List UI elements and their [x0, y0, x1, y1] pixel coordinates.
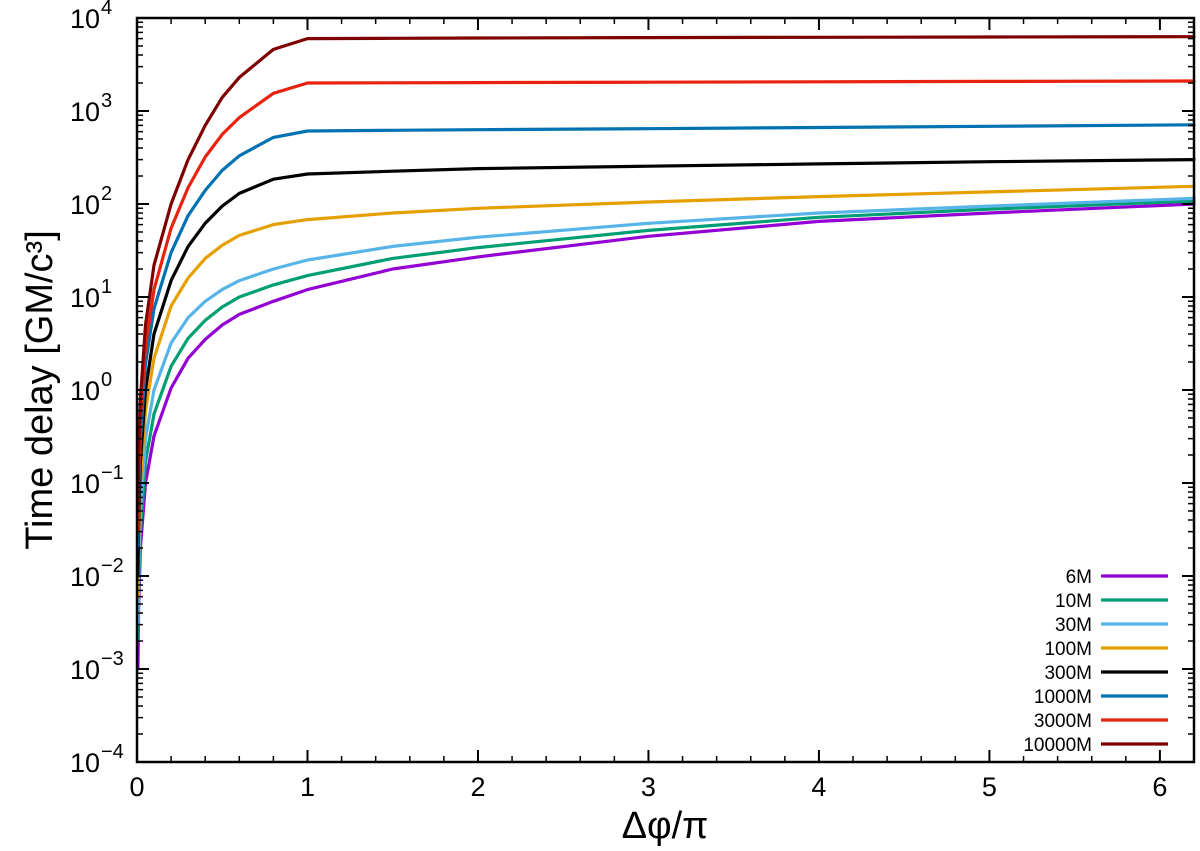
- y-tick-label: 10 4: [70, 0, 112, 34]
- y-tick-label: 10 0: [70, 369, 112, 406]
- x-tick-labels: 0 1 2 3 4 5 6: [129, 772, 1167, 802]
- y-tick-exponent: 3: [101, 90, 112, 112]
- y-tick-exponent: 4: [101, 0, 112, 19]
- series-layer: [136, 35, 1196, 671]
- series-line-10000M: [136, 35, 1196, 513]
- x-tick-label: 0: [129, 772, 144, 802]
- x-tick-label: 1: [300, 772, 315, 802]
- y-axis-title: Time delay [GM/c³]: [19, 230, 61, 550]
- y-tick-label: 10 −1: [70, 462, 124, 499]
- x-tick-label: 4: [811, 772, 826, 802]
- series-line-30M: [136, 196, 1196, 627]
- y-tick-base: 10: [70, 376, 100, 406]
- y-tick-label: 10 −4: [70, 741, 124, 778]
- y-tick-exponent: −4: [101, 741, 124, 763]
- x-tick-label: 2: [470, 772, 485, 802]
- x-tick-label: 3: [641, 772, 656, 802]
- y-tick-base: 10: [70, 190, 100, 220]
- legend-label: 300M: [1044, 663, 1092, 684]
- legend-label: 1000M: [1034, 687, 1092, 708]
- legend-label: 100M: [1044, 639, 1092, 660]
- legend-label: 10M: [1055, 591, 1092, 612]
- y-tick-exponent: 1: [101, 276, 112, 298]
- y-tick-base: 10: [70, 469, 100, 499]
- y-tick-label: 10 2: [70, 183, 112, 220]
- x-tick-label: 6: [1152, 772, 1167, 802]
- plot-frame: [135, 16, 1196, 764]
- y-tick-exponent: 2: [101, 183, 112, 205]
- legend-label: 10000M: [1023, 735, 1092, 756]
- y-tick-exponent: −2: [101, 555, 124, 577]
- y-tick-base: 10: [70, 283, 100, 313]
- y-tick-exponent: −1: [101, 462, 124, 484]
- y-tick-exponent: −3: [101, 648, 124, 670]
- y-tick-label: 10 3: [70, 90, 112, 127]
- x-tick-label: 5: [982, 772, 997, 802]
- legend-label: 30M: [1055, 615, 1092, 636]
- y-tick-label: 10 −2: [70, 555, 124, 592]
- y-tick-base: 10: [70, 748, 100, 778]
- y-tick-label: 10 −3: [70, 648, 124, 685]
- series-line-300M: [136, 158, 1196, 578]
- y-tick-base: 10: [70, 562, 100, 592]
- y-tick-base: 10: [70, 4, 100, 34]
- legend-label: 6M: [1066, 567, 1092, 588]
- y-tick-label: 10 1: [70, 276, 112, 313]
- legend: 6M 10M 30M 100M 300M 1000M 3000M 10000M: [1023, 567, 1168, 756]
- y-tick-exponent: 0: [101, 369, 112, 391]
- y-tick-base: 10: [70, 655, 100, 685]
- y-tick-base: 10: [70, 97, 100, 127]
- x-axis-title: Δφ/π: [622, 805, 709, 847]
- legend-label: 3000M: [1034, 711, 1092, 732]
